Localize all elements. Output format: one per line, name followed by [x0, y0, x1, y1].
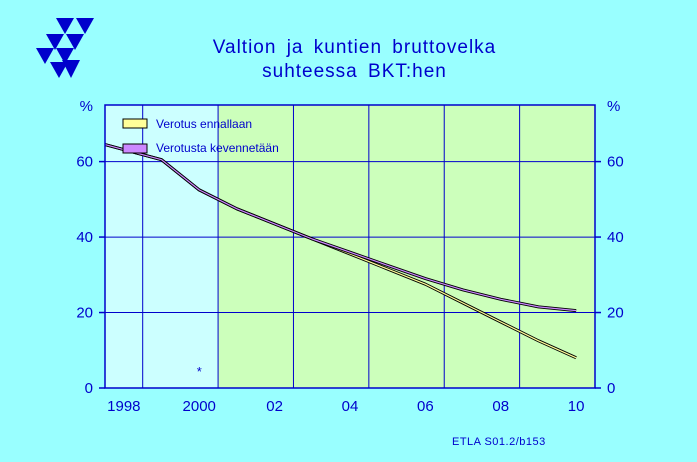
legend: Verotus ennallaan Verotusta kevennetään	[122, 117, 279, 155]
source-note: ETLA S01.2/b153	[452, 436, 546, 448]
y-axis-unit-right: %	[607, 98, 620, 115]
plot-frame	[104, 104, 596, 389]
x-tick-label: 04	[342, 398, 359, 415]
tick-labels: 0 0 20 20 40 40 60 60% % 1998 2000 02 04 06 08 10	[76, 98, 623, 415]
plot-area-forecast	[218, 105, 596, 388]
legend-label-series-1: Verotus ennallaan	[156, 117, 252, 131]
series-line-2	[104, 144, 577, 312]
y-tick-label-right: 60	[607, 154, 624, 171]
x-tick-label: 10	[568, 398, 585, 415]
annotation-asterisk: *	[197, 364, 202, 379]
y-tick-label-left: 40	[76, 229, 93, 246]
legend-label-series-2: Verotusta kevennetään	[156, 141, 279, 155]
x-tick-label: 08	[492, 398, 509, 415]
x-tick-label: 02	[266, 398, 283, 415]
x-tick-label: 1998	[107, 398, 140, 415]
plot-background	[105, 105, 596, 388]
x-tick-label: 2000	[183, 398, 216, 415]
legend-swatch-series-2	[122, 143, 148, 154]
series-lines	[104, 143, 577, 360]
etla-logo-icon	[36, 16, 96, 89]
chart-title-line-1: Valtion ja kuntien bruttovelka	[212, 37, 497, 58]
y-tick-label-left: 20	[76, 305, 93, 322]
y-tick-label-right: 40	[607, 229, 624, 246]
y-axis-unit-left: %	[80, 98, 93, 115]
y-tick-label-right: 0	[607, 380, 615, 397]
y-tick-label-right: 20	[607, 305, 624, 322]
legend-swatch-series-1	[122, 118, 148, 129]
y-tick-label-left: 0	[85, 380, 93, 397]
y-tick-label-left: 60	[76, 154, 93, 171]
chart-title-line-2: suhteessa BKT:hen	[262, 61, 447, 82]
axes	[99, 104, 601, 389]
x-tick-label: 06	[417, 398, 434, 415]
